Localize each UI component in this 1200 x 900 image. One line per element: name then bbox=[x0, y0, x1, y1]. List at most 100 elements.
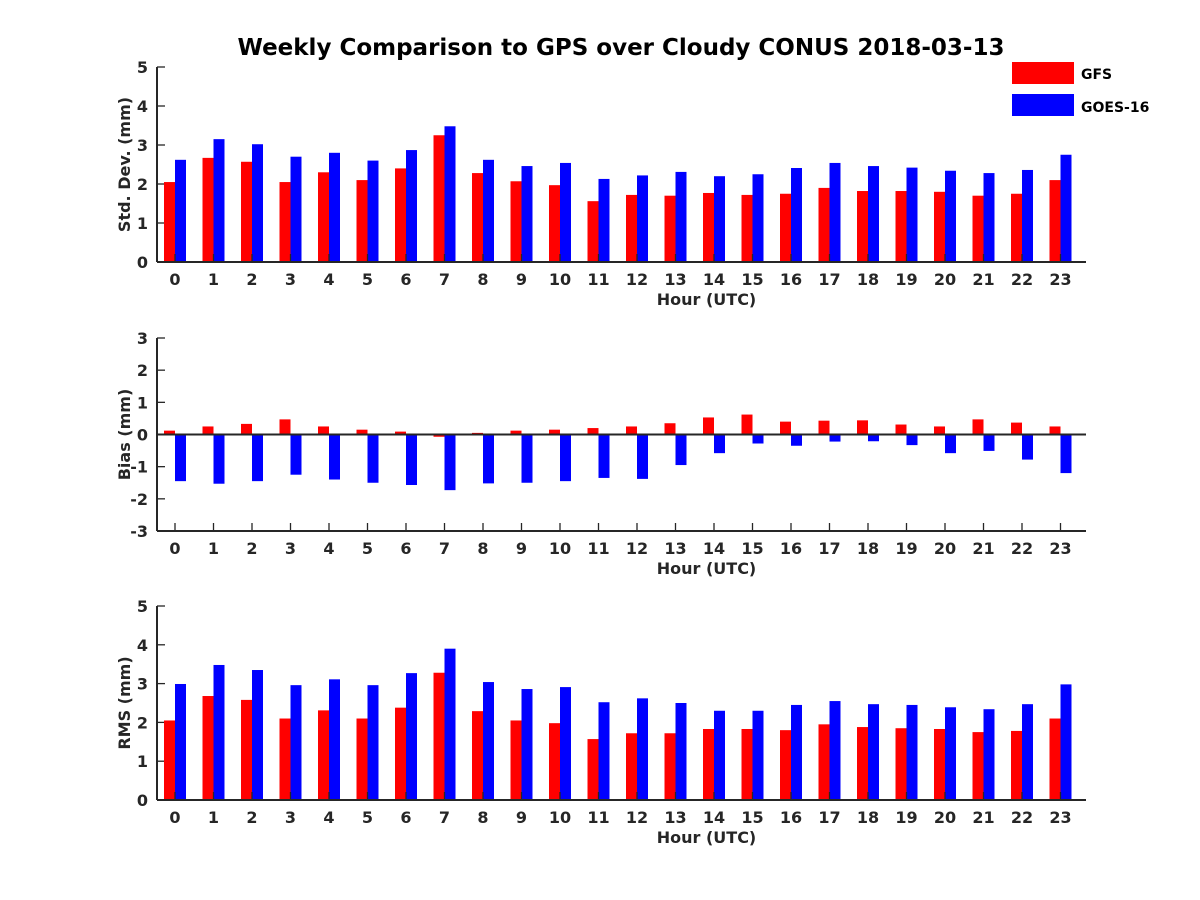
x-tick-label: 3 bbox=[285, 270, 296, 289]
bias-bar-gfs bbox=[202, 426, 214, 435]
x-tick-label: 7 bbox=[439, 808, 450, 827]
stddev-bar-goes16 bbox=[598, 178, 610, 262]
rms-bar-gfs bbox=[549, 723, 560, 800]
bias-bar-goes16 bbox=[560, 434, 571, 482]
stddev-bar-goes16 bbox=[675, 171, 687, 262]
rms-bar-gfs bbox=[587, 739, 599, 800]
x-tick-label: 19 bbox=[895, 808, 917, 827]
x-tick-label: 16 bbox=[780, 270, 802, 289]
y-axis-label: Std. Dev. (mm) bbox=[115, 97, 134, 232]
x-tick-label: 5 bbox=[362, 808, 373, 827]
rms-bar-goes16 bbox=[945, 707, 956, 800]
x-tick-label: 8 bbox=[477, 808, 488, 827]
rms-bar-goes16 bbox=[598, 702, 610, 800]
rms-bar-gfs bbox=[433, 672, 445, 800]
bias-bar-gfs bbox=[664, 423, 676, 435]
x-tick-label: 10 bbox=[549, 808, 571, 827]
x-tick-label: 1 bbox=[208, 808, 219, 827]
bias-bar-gfs bbox=[741, 414, 753, 435]
stddev-bar-gfs bbox=[318, 172, 329, 262]
x-tick-label: 19 bbox=[895, 539, 917, 558]
bias-bar-goes16 bbox=[675, 434, 687, 466]
bias-bar-gfs bbox=[587, 428, 599, 435]
stddev-bar-goes16 bbox=[290, 156, 302, 262]
x-tick-label: 0 bbox=[169, 539, 180, 558]
x-tick-label: 14 bbox=[703, 539, 725, 558]
stddev-bar-gfs bbox=[202, 157, 214, 262]
y-tick-label: 3 bbox=[137, 329, 148, 348]
y-tick-label: 2 bbox=[137, 361, 148, 380]
y-tick-label: 1 bbox=[137, 393, 148, 412]
rms-bar-goes16 bbox=[560, 687, 571, 800]
stddev-bar-gfs bbox=[895, 191, 907, 262]
rms-bar-goes16 bbox=[329, 679, 340, 800]
x-tick-label: 9 bbox=[516, 808, 527, 827]
x-tick-label: 8 bbox=[477, 539, 488, 558]
rms-bar-gfs bbox=[895, 728, 907, 800]
stddev-bar-goes16 bbox=[406, 150, 417, 262]
stddev-bar-gfs bbox=[433, 135, 445, 262]
x-tick-label: 15 bbox=[741, 270, 763, 289]
x-tick-label: 15 bbox=[741, 808, 763, 827]
rms-bar-gfs bbox=[741, 728, 753, 800]
bias-bar-goes16 bbox=[175, 434, 186, 482]
bias-bar-gfs bbox=[318, 426, 329, 435]
x-tick-label: 23 bbox=[1049, 808, 1071, 827]
x-tick-label: 5 bbox=[362, 539, 373, 558]
chart-title: Weekly Comparison to GPS over Cloudy CON… bbox=[238, 35, 1005, 61]
x-tick-label: 6 bbox=[400, 808, 411, 827]
legend: GFS GOES-16 bbox=[1012, 62, 1149, 116]
x-tick-label: 22 bbox=[1011, 539, 1033, 558]
x-tick-label: 15 bbox=[741, 539, 763, 558]
stddev-bar-goes16 bbox=[791, 168, 802, 262]
x-tick-label: 13 bbox=[664, 270, 686, 289]
bias-bar-gfs bbox=[703, 417, 714, 435]
bias-bar-gfs bbox=[549, 429, 560, 435]
x-tick-label: 17 bbox=[818, 270, 840, 289]
stddev-bar-gfs bbox=[626, 194, 637, 262]
bias-bar-goes16 bbox=[868, 434, 879, 442]
stddev-bar-goes16 bbox=[175, 159, 186, 262]
x-axis-label: Hour (UTC) bbox=[657, 290, 757, 309]
rms-bar-goes16 bbox=[829, 701, 841, 800]
rms-bar-gfs bbox=[818, 724, 830, 800]
stddev-bar-goes16 bbox=[983, 173, 995, 262]
stddev-bar-goes16 bbox=[637, 175, 648, 262]
rms-bar-goes16 bbox=[213, 664, 225, 800]
x-tick-label: 6 bbox=[400, 539, 411, 558]
bias-bar-goes16 bbox=[752, 434, 764, 444]
y-tick-label: 5 bbox=[137, 58, 148, 77]
stddev-bar-gfs bbox=[164, 182, 175, 262]
bias-bar-goes16 bbox=[213, 434, 225, 484]
rms-bar-gfs bbox=[626, 733, 637, 800]
x-tick-label: 21 bbox=[972, 270, 994, 289]
rms-bar-gfs bbox=[972, 732, 984, 800]
stddev-bar-gfs bbox=[241, 161, 252, 262]
bias-bar-gfs bbox=[818, 420, 830, 435]
x-tick-label: 0 bbox=[169, 808, 180, 827]
x-tick-label: 0 bbox=[169, 270, 180, 289]
x-tick-label: 4 bbox=[323, 539, 334, 558]
x-tick-label: 6 bbox=[400, 270, 411, 289]
stddev-bar-gfs bbox=[857, 191, 868, 262]
rms-bar-gfs bbox=[318, 710, 329, 800]
x-tick-label: 11 bbox=[587, 808, 609, 827]
stddev-bar-goes16 bbox=[868, 166, 879, 262]
legend-swatch-goes16 bbox=[1012, 94, 1074, 116]
x-tick-label: 20 bbox=[934, 539, 956, 558]
x-tick-label: 20 bbox=[934, 808, 956, 827]
bias-bar-gfs bbox=[857, 420, 868, 435]
stddev-bar-goes16 bbox=[714, 176, 725, 262]
x-tick-label: 7 bbox=[439, 270, 450, 289]
x-tick-label: 12 bbox=[626, 808, 648, 827]
x-tick-label: 9 bbox=[516, 539, 527, 558]
y-tick-label: 1 bbox=[137, 752, 148, 771]
y-axis-label: Bias (mm) bbox=[115, 389, 134, 481]
rms-bar-gfs bbox=[164, 720, 175, 800]
legend-label-gfs: GFS bbox=[1081, 67, 1112, 83]
bias-bar-goes16 bbox=[714, 434, 725, 454]
x-tick-label: 2 bbox=[246, 539, 257, 558]
stddev-bar-goes16 bbox=[752, 174, 764, 262]
